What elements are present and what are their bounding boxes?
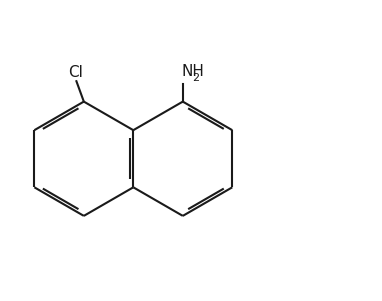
Text: Cl: Cl xyxy=(68,65,83,80)
Text: 2: 2 xyxy=(192,73,199,83)
Text: NH: NH xyxy=(182,64,205,79)
